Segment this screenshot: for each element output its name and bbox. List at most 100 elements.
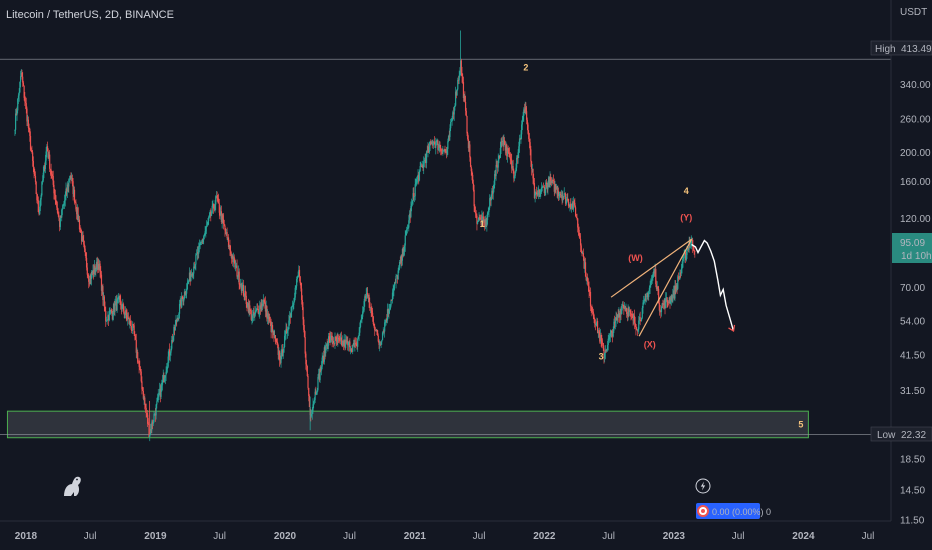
- candle-body: [658, 303, 660, 311]
- flash-icon[interactable]: [695, 478, 711, 494]
- candle-body: [32, 152, 34, 161]
- candle-body: [116, 299, 118, 311]
- candle-body: [206, 224, 208, 226]
- candle-body: [174, 324, 176, 331]
- candle-body: [51, 174, 54, 176]
- candle-body: [626, 314, 629, 317]
- candle-body: [247, 303, 250, 313]
- candle-body: [281, 349, 284, 357]
- candle-body: [414, 184, 416, 197]
- candle-body: [545, 182, 547, 189]
- candle-body: [147, 423, 149, 425]
- candle-body: [264, 302, 267, 312]
- candle-body: [115, 301, 117, 305]
- candle-body: [677, 276, 679, 289]
- candle-body: [285, 328, 287, 334]
- candle-body: [561, 195, 563, 201]
- candle-body: [506, 144, 508, 157]
- candle-body: [618, 313, 621, 318]
- candle-body: [208, 217, 210, 222]
- candle-body: [212, 203, 214, 206]
- last-price-countdown: 1d 10h: [901, 251, 932, 262]
- candle-body: [447, 136, 450, 142]
- indicator-badge[interactable]: 0.00 (0.00%) 0: [696, 503, 771, 519]
- low-tag-label: Low: [877, 430, 896, 441]
- candle-body: [17, 98, 19, 111]
- candle-body: [674, 285, 676, 299]
- candle-body: [83, 244, 86, 249]
- candle-body: [90, 271, 93, 279]
- candle-body: [386, 318, 388, 321]
- candle-body: [410, 205, 412, 217]
- candle-body: [293, 301, 295, 305]
- candle-body: [225, 232, 228, 235]
- candle-body: [269, 316, 271, 321]
- candle-body: [484, 219, 487, 228]
- candle-body: [492, 189, 494, 194]
- candle-body: [45, 151, 47, 161]
- candle-body: [255, 310, 257, 311]
- candle-body: [589, 291, 591, 293]
- candle-body: [369, 302, 371, 308]
- candle-body: [129, 320, 131, 324]
- candle-body: [498, 155, 500, 160]
- candle-body: [510, 159, 512, 161]
- wave-label: (X): [644, 339, 656, 349]
- candle-body: [52, 175, 54, 185]
- candle-body: [140, 371, 142, 382]
- candle-body: [477, 221, 479, 224]
- candle-body: [92, 270, 94, 274]
- candle-body: [20, 72, 22, 77]
- candle-body: [362, 311, 364, 317]
- candle-body: [36, 193, 38, 201]
- candle-body: [26, 108, 28, 122]
- candle-body: [249, 310, 252, 311]
- candle-body: [382, 330, 384, 333]
- candle-body: [391, 300, 393, 301]
- candle-body: [489, 198, 492, 201]
- candle-body: [25, 103, 27, 109]
- price-axis[interactable]: 440.00340.00260.00200.00160.00120.0095.0…: [900, 47, 931, 527]
- candle-body: [552, 180, 555, 182]
- candle-body: [418, 170, 421, 181]
- candle-body: [298, 269, 300, 276]
- candle-body: [537, 193, 539, 195]
- candle-body: [68, 178, 71, 180]
- candle-body: [585, 276, 587, 281]
- support-zone: [6, 410, 809, 439]
- candle-body: [262, 299, 264, 306]
- candle-body: [269, 320, 272, 322]
- candle-body: [368, 295, 370, 303]
- candle-body: [523, 109, 526, 114]
- candle-body: [442, 150, 444, 154]
- candle-body: [334, 336, 336, 344]
- candle-body: [643, 301, 645, 303]
- candle-body: [137, 352, 139, 363]
- candle-body: [267, 313, 269, 319]
- candle-body: [41, 181, 43, 196]
- tradingview-logo-icon[interactable]: [64, 476, 81, 496]
- candle-body: [17, 95, 20, 99]
- candle-body: [71, 178, 73, 182]
- candle-body: [312, 404, 314, 411]
- candle-body: [573, 201, 575, 203]
- candle-body: [176, 317, 179, 322]
- candle-body: [409, 213, 411, 217]
- candle-body: [547, 182, 549, 190]
- candle-body: [156, 397, 159, 402]
- candle-body: [664, 299, 666, 309]
- candle-body: [221, 215, 223, 223]
- candle-body: [268, 316, 270, 319]
- candle-body: [684, 252, 687, 261]
- candle-body: [638, 320, 640, 330]
- candle-body: [538, 189, 540, 197]
- candle-body: [604, 350, 606, 353]
- candle-body: [59, 218, 61, 227]
- candle-body: [628, 308, 630, 312]
- candle-body: [121, 304, 123, 309]
- candle-body: [31, 151, 33, 153]
- candle-body: [364, 296, 366, 302]
- time-axis[interactable]: 2018 Jul 2019 Jul 2020 Jul 2021 Jul 2022 Jul 2023 J…: [15, 531, 875, 542]
- candle-body: [78, 219, 81, 230]
